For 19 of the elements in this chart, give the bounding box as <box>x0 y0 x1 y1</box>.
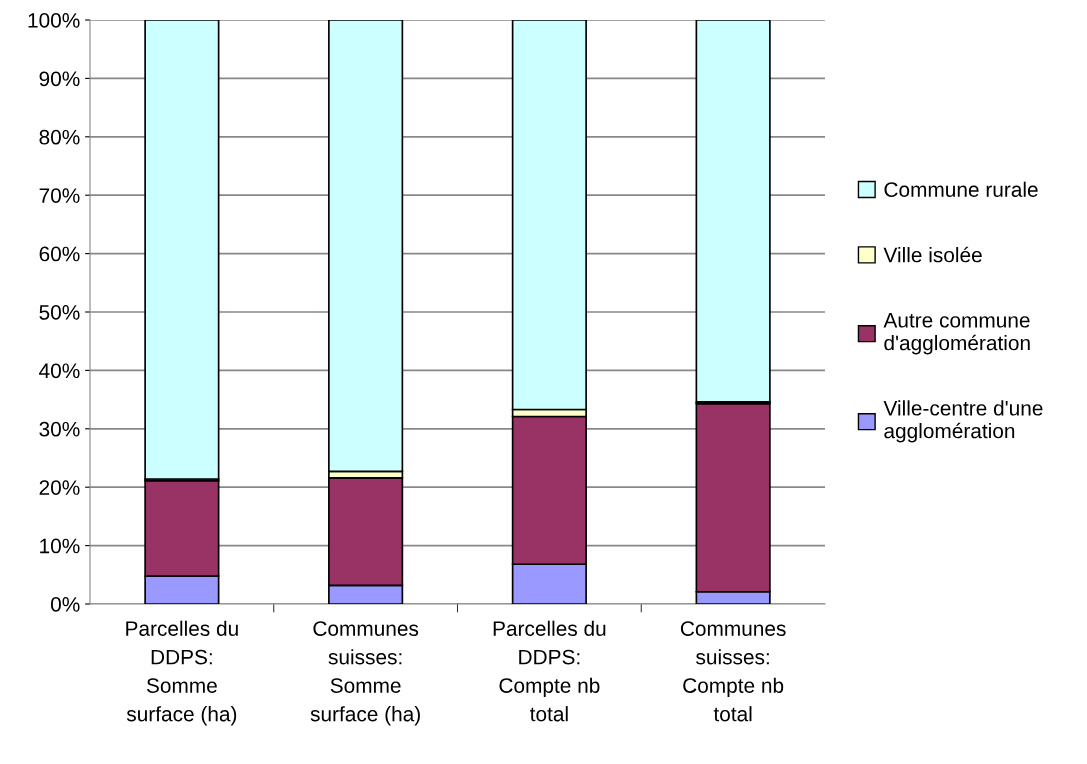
y-tick-label: 80% <box>39 129 80 145</box>
y-tick-label: 0% <box>50 597 80 612</box>
legend-label: Autre commune d'agglomération <box>883 313 1030 355</box>
legend-label: Ville-centre d'une agglomération <box>883 400 1043 443</box>
legend-label: Commune rurale <box>884 181 1038 197</box>
y-tick-label: 100% <box>28 13 80 28</box>
y-tick-label: 70% <box>39 188 80 203</box>
y-tick-label: 90% <box>39 71 80 87</box>
y-tick-label: 50% <box>39 305 80 320</box>
x-tick-label: Communes suisses: Somme surface (ha) <box>310 621 420 726</box>
x-tick-label: Communes suisses: Compte nb total <box>680 621 786 722</box>
y-tick-label: 30% <box>39 421 80 437</box>
y-tick-label: 60% <box>39 246 80 262</box>
y-tick-label: 20% <box>39 480 80 495</box>
x-tick-label: Parcelles du DDPS: Compte nb total <box>493 620 606 722</box>
y-tick-label: 10% <box>40 538 80 554</box>
legend-label: Ville isolée <box>883 246 982 263</box>
x-tick-label: Parcelles du DDPS: Somme surface (ha) <box>126 620 238 726</box>
y-tick-label: 40% <box>39 363 80 379</box>
